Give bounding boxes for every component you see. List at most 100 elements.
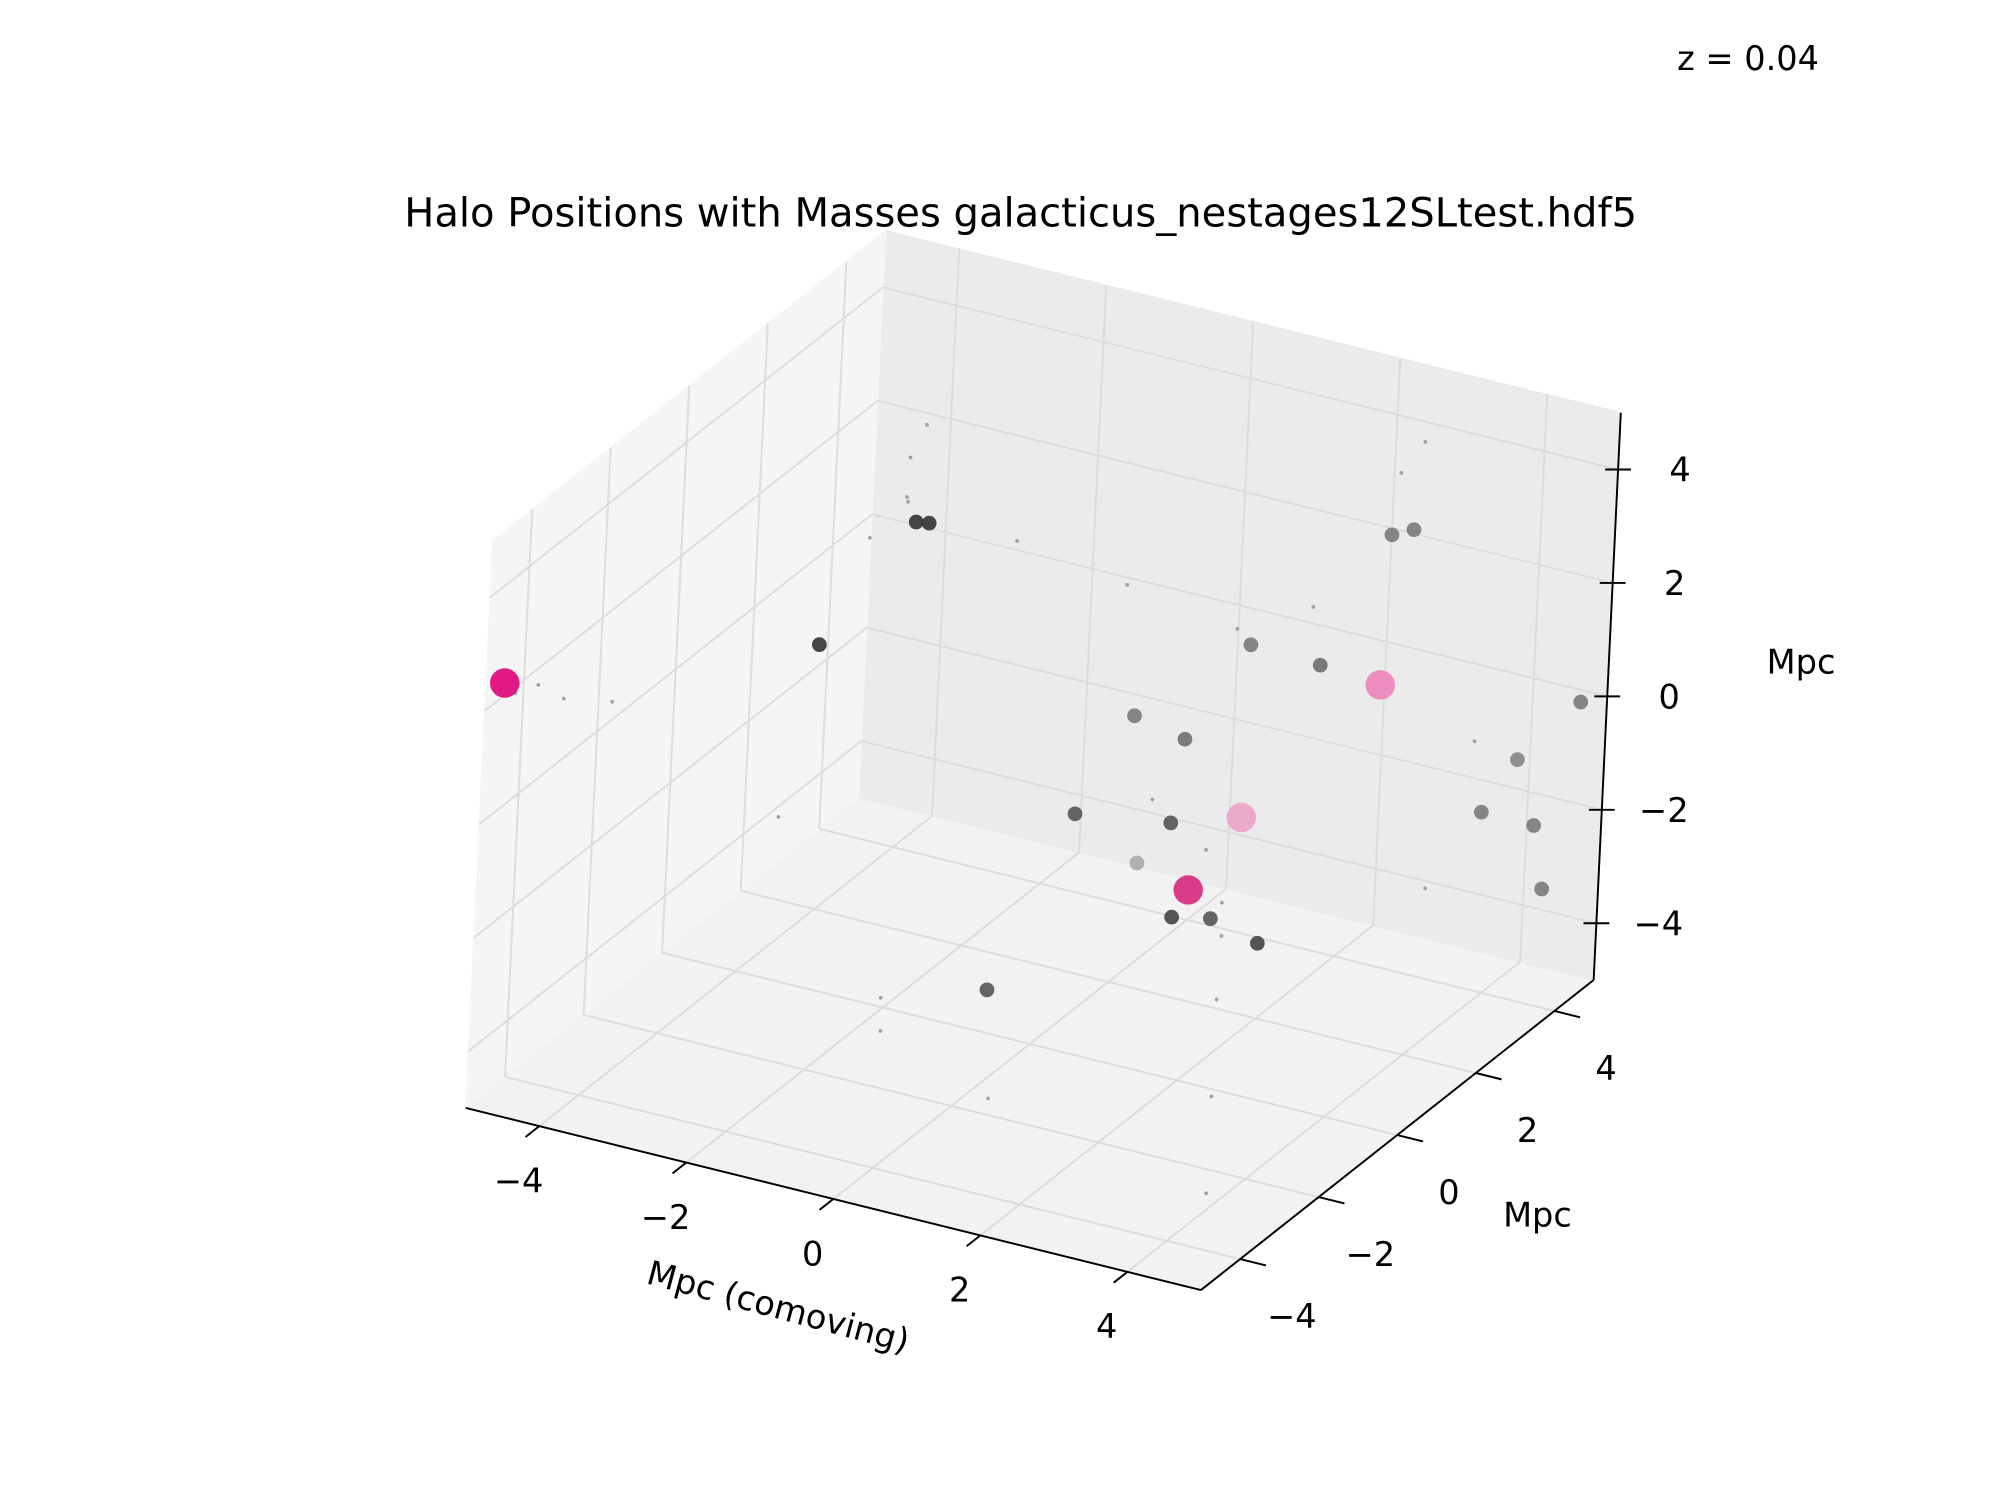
y-axis-line: [1200, 979, 1595, 1291]
halo-point: [1214, 997, 1219, 1002]
halo-point: [1219, 934, 1224, 938]
z-tick-label: −4: [1634, 904, 1684, 943]
halo-point: [867, 535, 872, 540]
halo-point: [1573, 694, 1589, 710]
tick-mark: [1554, 1010, 1581, 1019]
tick-mark: [1397, 1134, 1424, 1143]
x-tick-label: −2: [641, 1198, 691, 1237]
grid-line: [478, 513, 873, 826]
halo-point: [1209, 1094, 1214, 1099]
halo-point: [1125, 582, 1130, 587]
halo-point: [1399, 470, 1404, 475]
z-tick-label: −2: [1639, 791, 1689, 830]
y-tick-label: 2: [1517, 1111, 1538, 1150]
grid-line: [661, 951, 1398, 1136]
tick-mark: [1239, 1258, 1267, 1267]
y-tick-label: 4: [1595, 1049, 1616, 1088]
grid-line: [473, 626, 868, 939]
halo-point: [1127, 708, 1142, 724]
halo-point: [1067, 806, 1083, 822]
halo-point: [925, 422, 929, 427]
y-tick-label: 0: [1438, 1173, 1459, 1212]
halo-point: [986, 1096, 991, 1101]
chart-title: Halo Positions with Masses galacticus_ne…: [404, 191, 1637, 237]
z-tick-label: 0: [1659, 677, 1680, 716]
halo-point: [812, 637, 827, 652]
halo-point: [776, 815, 781, 819]
z-tick-label: 4: [1669, 451, 1690, 490]
z-axis-label: Mpc: [1767, 643, 1836, 682]
grid-line: [484, 400, 879, 712]
halo-point: [1473, 804, 1489, 820]
halo-point: [1129, 855, 1145, 871]
halo-point: [906, 499, 910, 504]
y-tick-label: −2: [1346, 1235, 1396, 1274]
grid-line: [819, 827, 1555, 1012]
grid-line: [583, 1013, 1319, 1198]
halo-point: [1384, 527, 1400, 543]
halo-point: [1249, 935, 1265, 951]
grid-line: [861, 740, 1597, 925]
tick-mark: [524, 1125, 540, 1138]
halo-point: [1163, 815, 1179, 831]
halo-point: [1235, 626, 1240, 631]
tick-mark: [966, 1234, 981, 1248]
redshift-annotation: z = 0.04: [1677, 39, 1819, 78]
halo-point: [979, 982, 995, 998]
halo-point: [561, 696, 566, 701]
grid-line: [877, 399, 1613, 584]
tick-mark: [671, 1161, 687, 1175]
halo-point: [1510, 752, 1525, 768]
grid-line: [489, 286, 884, 599]
tick-mark: [1318, 1196, 1345, 1205]
halo-point: [921, 515, 937, 531]
tick-mark: [1475, 1072, 1502, 1081]
halo-point: [1164, 909, 1180, 925]
halo-point: [1204, 847, 1208, 852]
halo-point: [1472, 739, 1477, 744]
halo-point: [878, 1029, 883, 1033]
halo-point: [905, 495, 910, 499]
y-tick-label: −4: [1267, 1297, 1317, 1336]
halo-point: [1015, 539, 1020, 543]
x-tick-label: 0: [802, 1234, 823, 1273]
halo-point: [908, 514, 924, 530]
x-tick-label: 4: [1096, 1307, 1117, 1346]
grid-line: [740, 889, 1477, 1074]
halo-point: [1219, 900, 1224, 905]
z-axis-line: [1592, 412, 1622, 981]
halo-point: [908, 455, 913, 460]
tick-mark: [818, 1198, 834, 1211]
halo-point: [1423, 440, 1428, 444]
y-axis-label: Mpc: [1503, 1196, 1572, 1235]
halo-point: [1177, 731, 1193, 747]
halo-point: [1526, 818, 1541, 833]
halo-point: [1203, 911, 1218, 926]
halo-point: [1204, 1191, 1209, 1196]
halo-point: [1226, 802, 1257, 833]
halo-point: [1311, 605, 1316, 609]
x-axis-line: [465, 1106, 1202, 1291]
grid-line: [467, 740, 862, 1052]
x-tick-label: −4: [494, 1161, 544, 1200]
halo-point: [536, 682, 541, 687]
halo-point: [1365, 670, 1395, 700]
grid-line: [504, 1075, 1241, 1260]
grid-line: [871, 513, 1608, 698]
halo-point: [490, 668, 520, 698]
x-tick-label: 2: [949, 1271, 970, 1310]
grid-line: [882, 286, 1619, 471]
halo-point: [1173, 875, 1203, 905]
halo-point: [1312, 657, 1328, 673]
halo-point: [610, 699, 615, 704]
halo-point: [1243, 637, 1259, 653]
grid-line: [866, 626, 1603, 811]
halo-point: [878, 995, 883, 1000]
halo-point: [1150, 797, 1155, 802]
z-tick-label: 2: [1664, 564, 1685, 603]
halo-point: [1534, 881, 1550, 897]
plot-area: z = 0.04 Halo Positions with Masses galac…: [404, 39, 1835, 1360]
tick-mark: [1113, 1271, 1128, 1284]
halo-point: [1423, 886, 1428, 891]
